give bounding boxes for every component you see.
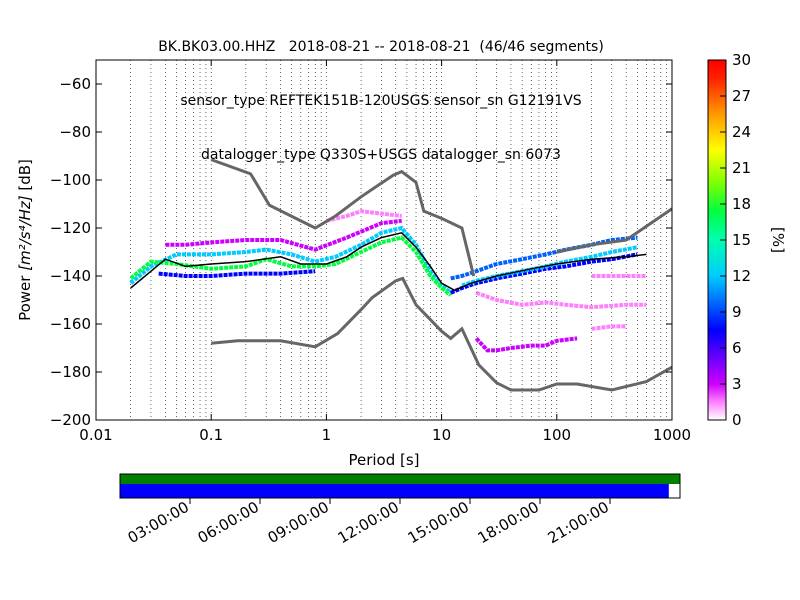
psd-band [475, 290, 647, 310]
y-tick-label: −120 [50, 219, 91, 237]
colorbar-tick-label: 6 [732, 339, 742, 357]
colorbar-tick-label: 9 [732, 303, 742, 321]
y-tick-label: −200 [50, 411, 91, 429]
mode-line [130, 231, 647, 292]
timeline-ticks: 03:00:00 06:00:00 09:00:00 12:00:00 15:00:00… [125, 498, 612, 547]
grid-lines [130, 60, 668, 420]
plot-frame [95, 59, 673, 421]
y-tick-label: −140 [50, 267, 91, 285]
timeline-tick-label: 09:00:00 [265, 498, 332, 547]
noise-model-line [556, 207, 672, 254]
noise-model-line [211, 276, 672, 392]
timeline-tick-label: 18:00:00 [475, 498, 542, 547]
title-line-3: datalogger_type Q330S+USGS datalogger_sn… [201, 147, 561, 163]
psd-band [129, 235, 452, 297]
y-tick-label: −60 [59, 75, 91, 93]
colorbar-tick-label: 24 [732, 123, 751, 141]
y-tick-label: −100 [50, 171, 91, 189]
psd-band [325, 209, 402, 223]
y-axis-label: Power [m²/s⁴/Hz] [dB] [16, 159, 34, 321]
timeline-tick-label: 06:00:00 [195, 498, 262, 547]
colorbar-label: [%] [769, 227, 787, 253]
title-line-2: sensor_type REFTEK151B-120USGS sensor_sn… [180, 93, 582, 109]
y-axis-label-units: [m²/s⁴/Hz] [16, 195, 34, 271]
noise-model-line [210, 158, 476, 277]
chart-title: BK.BK03.00.HHZ 2018-08-21 -- 2018-08-21 … [0, 2, 762, 182]
x-axis-label: Period [s] [348, 451, 419, 469]
x-tick-label: 0.01 [79, 426, 112, 444]
psd-band [450, 190, 578, 218]
y-axis: −200 −180 −160 −140 −120 −100 −80 −60 [50, 75, 672, 429]
timeline-tick-label: 21:00:00 [545, 498, 612, 547]
psd-band [165, 218, 402, 252]
timeline-bar [119, 473, 681, 499]
colorbar-tick-label: 15 [732, 231, 751, 249]
x-tick-label: 1000 [653, 426, 691, 444]
x-tick-label: 100 [542, 426, 571, 444]
timeline-tick-label: 12:00:00 [335, 498, 402, 547]
colorbar-tick-label: 21 [732, 159, 751, 177]
psd-histogram [129, 190, 647, 353]
colorbar-tick-label: 30 [732, 51, 751, 69]
timeline-tick-label: 03:00:00 [125, 498, 192, 547]
timeline-tick-label: 15:00:00 [405, 498, 472, 547]
psd-band [474, 336, 578, 353]
psd-band [158, 269, 316, 278]
colorbar-tick-label: 18 [732, 195, 751, 213]
title-line-1: BK.BK03.00.HHZ 2018-08-21 -- 2018-08-21 … [158, 39, 604, 55]
timeline-data-bar [120, 484, 669, 498]
y-axis-label-suffix: [dB] [16, 159, 34, 195]
timeline-top-bar [120, 474, 680, 484]
colorbar-tick-label: 27 [732, 87, 751, 105]
colorbar-ticks: 0 3 6 9 12 15 18 21 24 27 30 [720, 51, 751, 429]
mode-curve [130, 231, 647, 292]
y-tick-label: −180 [50, 363, 91, 381]
y-axis-label-prefix: Power [16, 271, 34, 321]
colorbar-tick-label: 12 [732, 267, 751, 285]
x-tick-label: 0.1 [199, 426, 223, 444]
psd-band [461, 202, 593, 235]
psd-band [591, 324, 627, 331]
noise-models [210, 158, 672, 392]
colorbar-tick-label: 0 [732, 411, 742, 429]
y-tick-label: −80 [59, 123, 91, 141]
colorbar-tick-label: 3 [732, 375, 742, 393]
y-tick-label: −160 [50, 315, 91, 333]
psd-band [449, 252, 638, 295]
x-tick-label: 1 [322, 426, 332, 444]
x-tick-label: 10 [432, 426, 451, 444]
x-axis: 0.01 0.1 1 10 100 1000 [79, 60, 691, 444]
